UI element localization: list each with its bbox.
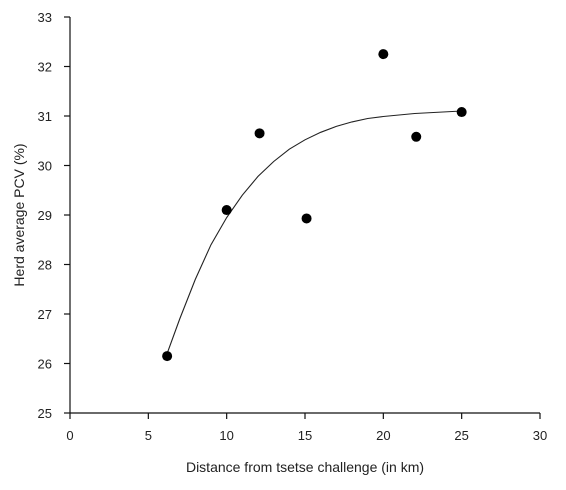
data-point [254,128,265,139]
y-tick-label: 29 [38,208,52,223]
data-point [378,49,389,60]
data-point [411,131,422,142]
data-points [162,49,467,362]
y-tick-label: 25 [38,406,52,421]
y-tick-label: 27 [38,307,52,322]
x-tick-label: 5 [145,428,152,443]
y-tick-label: 33 [38,10,52,25]
x-tick-label: 30 [533,428,547,443]
y-tick-label: 32 [38,60,52,75]
data-point [162,351,173,362]
x-axis-title: Distance from tsetse challenge (in km) [186,459,424,475]
y-tick-label: 31 [38,109,52,124]
y-tick-label: 28 [38,258,52,273]
y-tick-label: 26 [38,357,52,372]
data-point [221,205,232,216]
x-tick-label: 15 [298,428,312,443]
fit-curve [166,110,462,354]
x-tick-label: 20 [376,428,390,443]
x-tick-label: 25 [454,428,468,443]
x-tick-label: 10 [219,428,233,443]
x-axis-ticks: 0 5 10 15 20 25 30 [66,413,547,443]
y-axis-ticks: 25 26 27 28 29 30 31 32 33 [38,10,70,421]
y-axis-title: Herd average PCV (%) [11,143,27,286]
y-tick-label: 30 [38,159,52,174]
data-point [301,213,312,224]
data-point [456,107,467,118]
x-tick-label: 0 [66,428,73,443]
